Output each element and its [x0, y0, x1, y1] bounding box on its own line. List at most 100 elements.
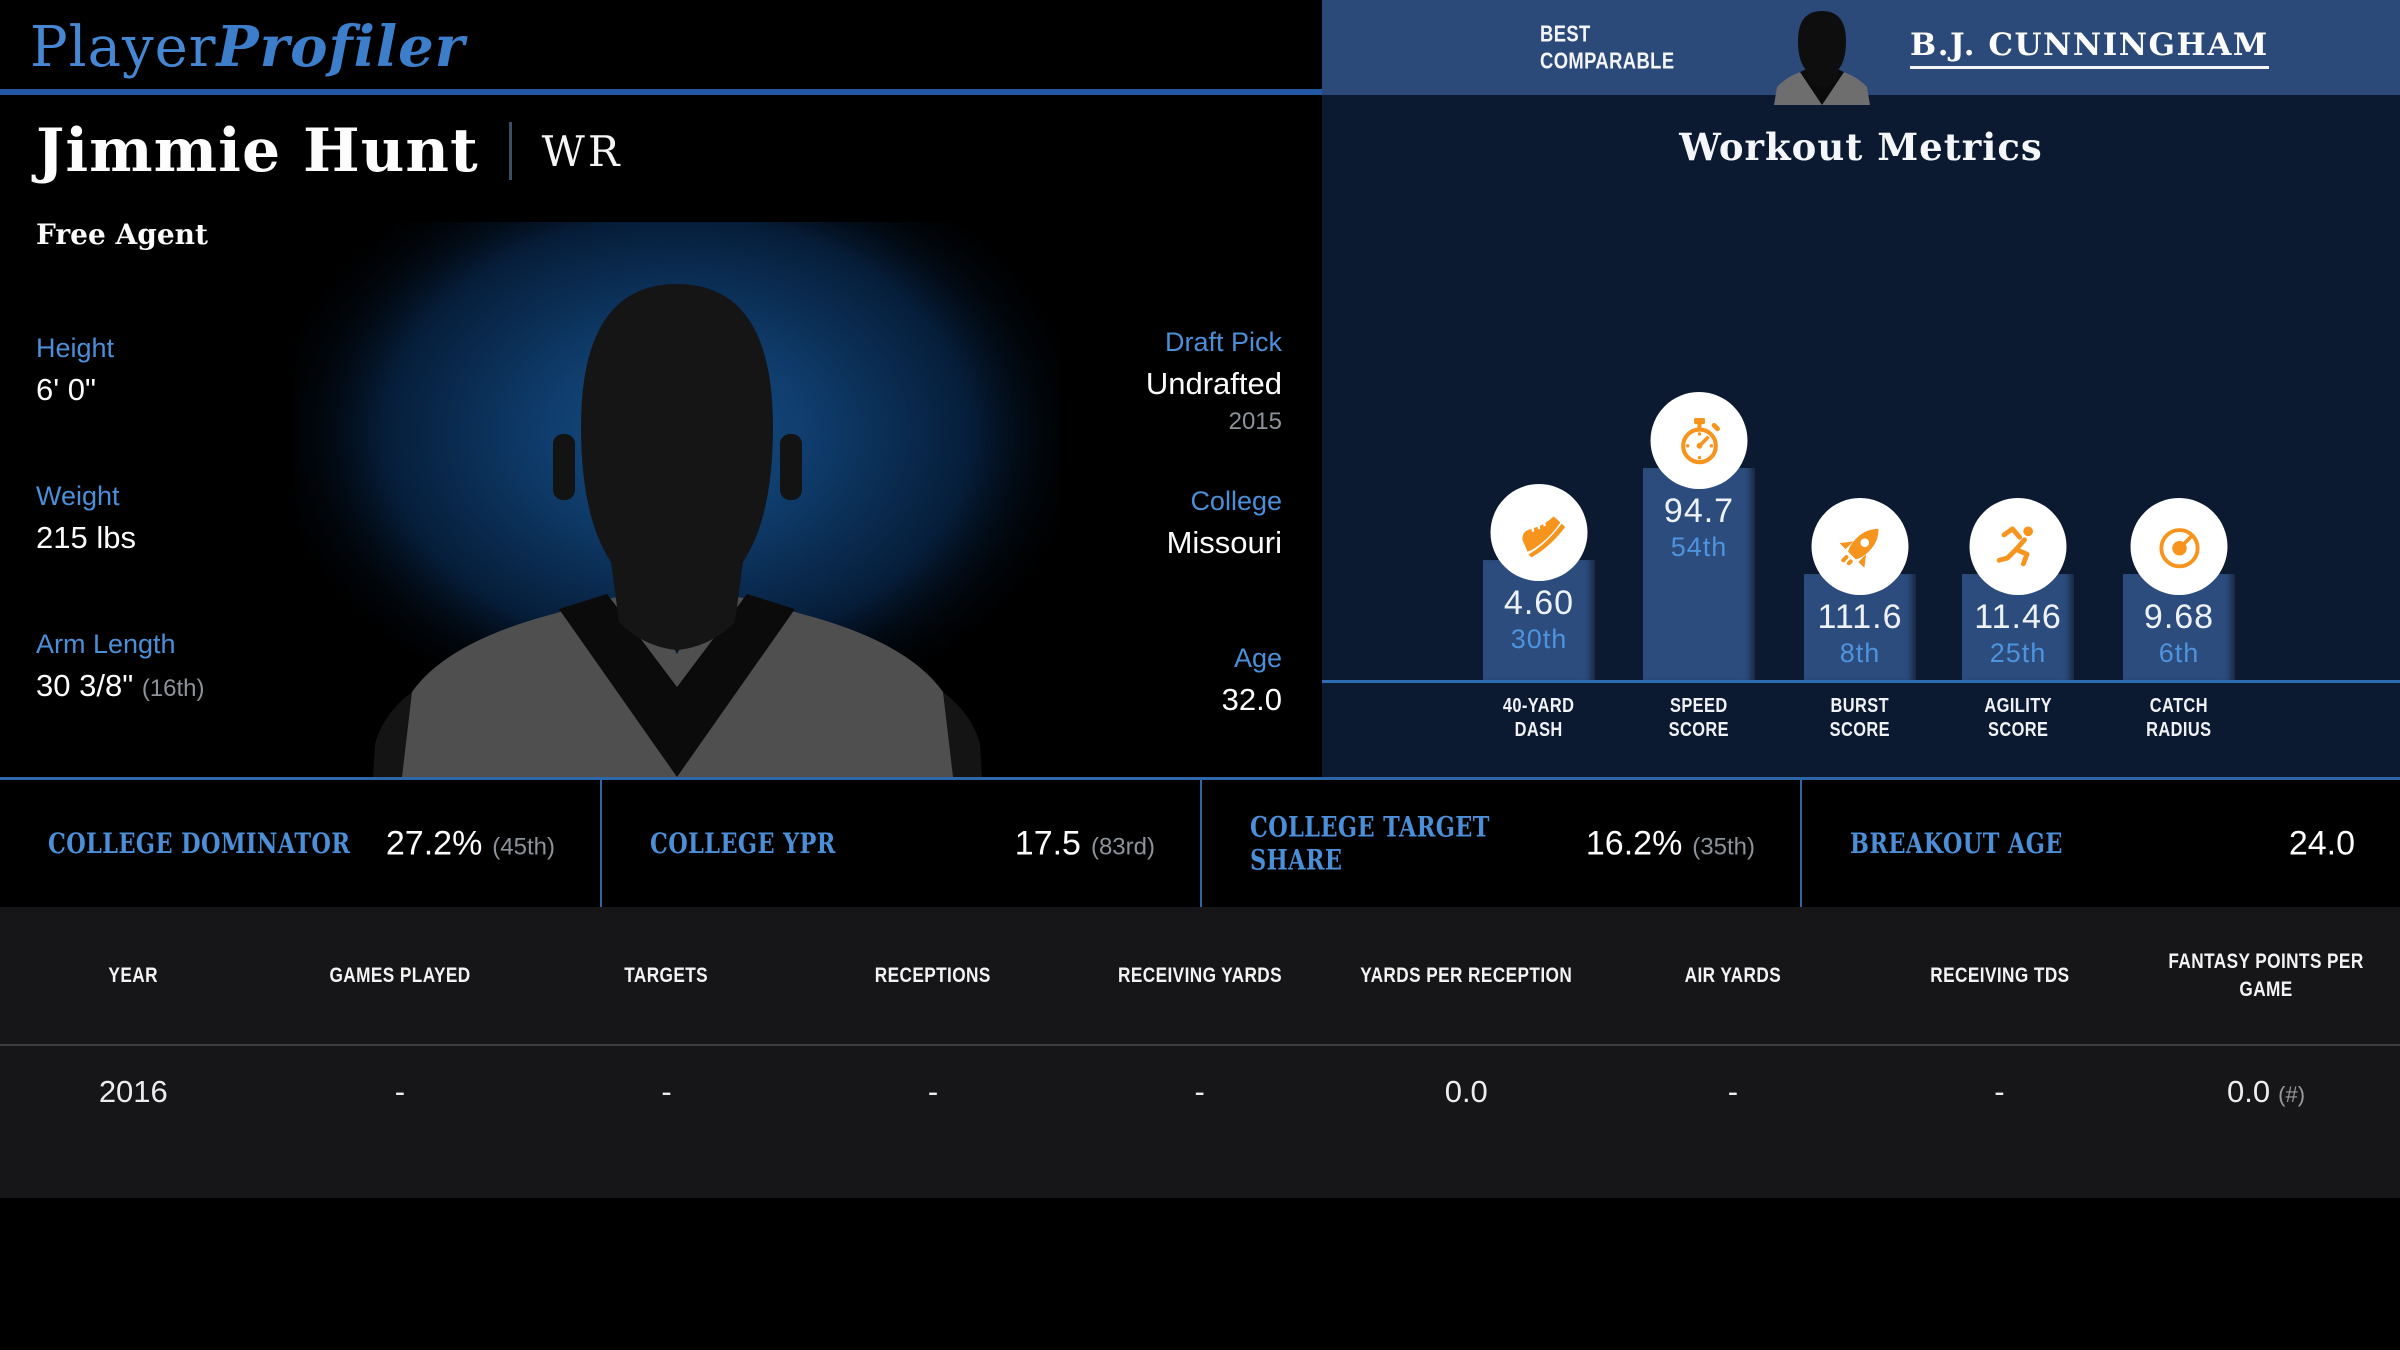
cell-receptions: - — [927, 1074, 939, 1109]
player-position: WR — [541, 126, 623, 176]
best-comparable-label: BEST COMPARABLE — [1540, 19, 1675, 74]
metric-label: 40-YARD DASH — [1503, 695, 1575, 741]
player-photo-placeholder — [295, 222, 1060, 777]
workout-metrics-title: Workout Metrics — [1679, 125, 2043, 169]
draft-pick-stat: Draft Pick Undrafted 2015 — [1146, 327, 1282, 436]
header-year: YEAR — [108, 963, 159, 987]
metric-label: CATCH RADIUS — [2146, 695, 2212, 741]
arm-length-stat: Arm Length 30 3/8" (16th) — [36, 629, 205, 704]
college-dominator-cell: COLLEGE DOMINATOR 27.2% (45th) — [0, 780, 600, 907]
metric-bar: 9.68 6th — [2123, 498, 2235, 680]
weight-stat: Weight 215 lbs — [36, 481, 205, 556]
metric-value: 9.68 — [2143, 598, 2215, 636]
college-target-share-percentile: (35th) — [1692, 833, 1755, 860]
arm-length-value: 30 3/8" (16th) — [36, 668, 205, 703]
metric-label: AGILITY SCORE — [1984, 695, 2052, 741]
metric-label: SPEED SCORE — [1668, 695, 1730, 741]
metric-value: 11.46 — [1974, 598, 2062, 636]
college-value: Missouri — [1166, 525, 1282, 560]
site-header: PlayerProfiler — [0, 0, 1322, 95]
team-status: Free Agent — [36, 218, 208, 251]
metric-bar: 4.60 30th — [1483, 484, 1595, 680]
header-receptions: RECEPTIONS — [875, 963, 992, 987]
age-label: Age — [1233, 643, 1282, 673]
physical-stats: Height 6' 0" Weight 215 lbs Arm Length 3… — [36, 333, 205, 777]
header-yards-per-reception: YARDS PER RECEPTION — [1360, 963, 1573, 987]
arm-length-percentile: (16th) — [141, 675, 205, 702]
runner-icon — [1996, 525, 2033, 566]
metric-icon-circle — [1650, 392, 1748, 489]
name-position-divider — [508, 122, 512, 180]
weight-label: Weight — [36, 481, 120, 511]
metric-icon-circle — [1811, 498, 1909, 595]
college-dominator-label: COLLEGE DOMINATOR — [48, 826, 351, 860]
college-stat: College Missouri — [1146, 486, 1282, 561]
metric-value: 4.60 — [1503, 584, 1575, 622]
comparable-player-link[interactable]: B.J. CUNNINGHAM — [1910, 27, 2269, 69]
college-target-share-cell: COLLEGE TARGET SHARE 16.2% (35th) — [1200, 780, 1800, 907]
logo-profiler-text: Profiler — [216, 14, 466, 80]
metric-percentile: 8th — [1839, 638, 1881, 668]
age-stat: Age 32.0 — [1146, 643, 1282, 718]
breakout-age-value: 24.0 — [2288, 824, 2355, 862]
cell-year: 2016 — [98, 1074, 168, 1109]
player-silhouette-image — [295, 222, 1060, 777]
breakout-age-cell: BREAKOUT AGE 24.0 — [1800, 780, 2400, 907]
cell-air-yards: - — [1727, 1074, 1739, 1109]
college-ypr-cell: COLLEGE YPR 17.5 (83rd) — [600, 780, 1200, 907]
header-receiving-yards: RECEIVING YARDS — [1117, 963, 1282, 987]
college-ypr-percentile: (83rd) — [1090, 833, 1155, 860]
metric-percentile: 30th — [1510, 624, 1568, 654]
height-stat: Height 6' 0" — [36, 333, 205, 408]
player-summary-panel: PlayerProfiler — [0, 0, 1322, 777]
player-name-row: Jimmie Hunt WR — [36, 116, 622, 186]
header-receiving-tds: RECEIVING TDS — [1929, 963, 2070, 987]
player-profiler-logo[interactable]: PlayerProfiler — [30, 14, 465, 80]
college-target-share-value: 16.2% (35th) — [1585, 824, 1755, 862]
cell-yards-per-reception: 0.0 — [1444, 1074, 1488, 1109]
cell-fantasy-points-per-game: 0.0 (#) — [2227, 1074, 2306, 1109]
college-dominator-value: 27.2% (45th) — [385, 824, 555, 862]
header-fantasy-points-per-game: FANTASY POINTS PER GAME — [2168, 950, 2364, 1001]
college-metrics-row: COLLEGE DOMINATOR 27.2% (45th) COLLEGE YP… — [0, 777, 2400, 907]
arm-length-label: Arm Length — [36, 629, 176, 659]
metric-icon-circle — [1490, 484, 1588, 581]
college-ypr-label: COLLEGE YPR — [650, 826, 836, 860]
weight-value: 215 lbs — [36, 520, 136, 555]
comparable-silhouette-image — [1774, 11, 1870, 105]
college-dominator-percentile: (45th) — [492, 833, 555, 860]
shoe-icon — [1521, 515, 1565, 557]
metric-icon-circle — [2130, 498, 2228, 595]
radar-icon — [2158, 527, 2200, 568]
rocket-icon — [1839, 528, 1878, 568]
height-value: 6' 0" — [36, 372, 97, 407]
draft-pick-value: Undrafted — [1145, 366, 1282, 401]
college-target-share-label: COLLEGE TARGET SHARE — [1250, 809, 1490, 877]
best-comparable-bar: BEST COMPARABLE B.J. CUNNINGHAM — [1322, 0, 2400, 105]
metric-bar: 11.46 25th — [1962, 498, 2074, 680]
comparable-player-thumbnail — [1760, 5, 1885, 105]
height-label: Height — [36, 333, 115, 363]
draft-pick-label: Draft Pick — [1164, 327, 1282, 357]
player-name: Jimmie Hunt — [36, 116, 479, 186]
draft-college-stats: Draft Pick Undrafted 2015 College Missou… — [1146, 327, 1282, 718]
chart-baseline — [1322, 680, 2400, 683]
header-targets: TARGETS — [624, 963, 709, 987]
logo-player-text: Player — [30, 15, 217, 80]
header-games-played: GAMES PLAYED — [329, 963, 471, 987]
cell-targets: - — [661, 1074, 672, 1109]
college-label: College — [1190, 486, 1282, 516]
table-header-row: YEAR GAMES PLAYED TARGETS RECEPTIONS REC… — [0, 907, 2400, 1046]
draft-year: 2015 — [1228, 408, 1282, 435]
cell-receiving-yards: - — [1194, 1074, 1205, 1109]
metric-label: BURST SCORE — [1829, 695, 1891, 741]
fantasy-points-note: (#) — [2278, 1082, 2306, 1107]
cell-games-played: - — [394, 1074, 406, 1109]
stopwatch-icon — [1680, 417, 1720, 464]
metric-percentile: 25th — [1989, 638, 2047, 668]
metric-icon-circle — [1969, 498, 2067, 595]
cell-receiving-tds: - — [1994, 1074, 2005, 1109]
header-air-yards: AIR YARDS — [1684, 963, 1782, 987]
table-row: 2016 - - - - 0.0 - - 0.0 (#) — [0, 1046, 2400, 1110]
workout-metrics-panel: Workout Metrics 4.60 30th 40-YARD DAS — [1322, 95, 2400, 777]
